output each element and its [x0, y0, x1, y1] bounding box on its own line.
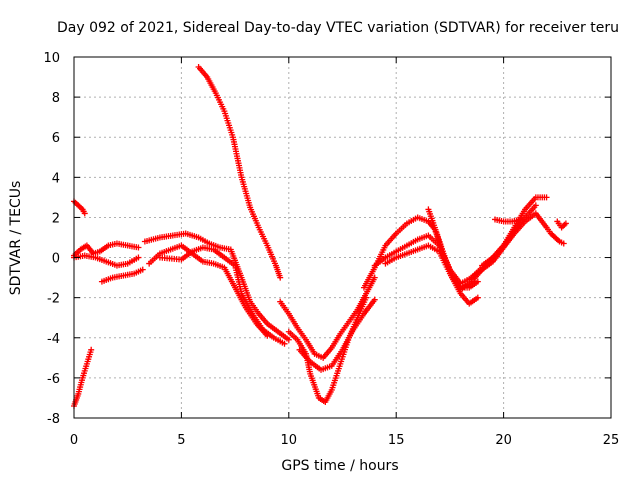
series-arc-12	[296, 296, 378, 373]
series-arc-8	[156, 244, 288, 347]
series-arc-19	[492, 216, 524, 225]
data-point-marker	[277, 274, 284, 281]
series-arc-21	[554, 218, 569, 231]
y-tick-label: 8	[52, 91, 60, 106]
y-tick-label: 10	[43, 51, 60, 66]
y-tick-label: -4	[47, 332, 60, 347]
series-arc-17	[468, 210, 550, 281]
x-tick-label: 10	[281, 433, 298, 448]
data-point-marker	[363, 294, 370, 301]
axis-ticks	[73, 56, 612, 419]
data-point-marker	[281, 340, 288, 347]
x-axis-label: GPS time / hours	[281, 458, 398, 474]
data-point-marker	[88, 346, 95, 353]
y-tick-label: 0	[52, 252, 60, 267]
data-point-marker	[371, 274, 378, 281]
y-tick-label: 4	[52, 171, 60, 186]
data-point-marker	[81, 210, 88, 217]
data-point-marker	[560, 240, 567, 247]
x-tick-label: 5	[177, 433, 185, 448]
series-arc-6	[141, 230, 292, 343]
series-arc-16	[425, 202, 539, 293]
chart-title: Day 092 of 2021, Sidereal Day-to-day VTE…	[57, 20, 619, 36]
y-tick-label: -8	[47, 412, 60, 427]
data-point-marker	[517, 216, 524, 223]
data-point-marker	[371, 296, 378, 303]
data-point-marker	[562, 220, 569, 227]
y-tick-labels: -8 -6 -4 -2 0 2 4 6 8 10	[43, 51, 60, 427]
series-arc-20	[543, 224, 567, 247]
data-point-marker	[135, 254, 142, 261]
x-tick-labels: 0 5 10 15 20 25	[70, 433, 619, 448]
x-tick-label: 25	[603, 433, 620, 448]
series-arc-13	[360, 214, 481, 291]
series-arc-10	[277, 274, 378, 361]
series-arc-4	[71, 252, 142, 269]
data-point-marker	[285, 336, 292, 343]
x-tick-label: 15	[388, 433, 405, 448]
series-arc-9	[195, 64, 284, 281]
data-point-marker	[474, 294, 481, 301]
y-tick-label: 2	[52, 211, 60, 226]
grid-lines	[74, 57, 611, 418]
plot-frame	[73, 56, 612, 419]
y-axis-label: SDTVAR / TECUs	[8, 181, 24, 296]
x-tick-label: 20	[495, 433, 512, 448]
series-arc-15	[382, 242, 481, 307]
data-point-marker	[543, 194, 550, 201]
y-tick-label: 6	[52, 131, 60, 146]
data-point-marker	[139, 266, 146, 273]
series-arc-5	[98, 266, 146, 285]
x-tick-label: 0	[70, 433, 78, 448]
data-point-marker	[532, 202, 539, 209]
series-arc-7	[146, 242, 271, 339]
series-arc-2	[71, 346, 95, 409]
data-points	[71, 64, 569, 409]
y-tick-label: -2	[47, 292, 60, 307]
data-point-marker	[474, 278, 481, 285]
data-point-marker	[135, 244, 142, 251]
y-tick-label: -6	[47, 372, 60, 387]
